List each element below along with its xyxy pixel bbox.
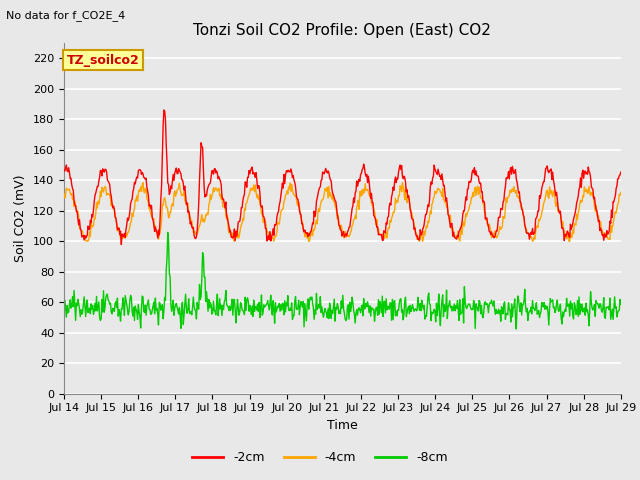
Line: -2cm: -2cm [64,110,621,244]
-2cm [428,181,436,187]
-2cm [617,169,625,175]
-8cm [185,296,193,302]
-2cm [118,241,125,247]
-2cm [70,198,78,204]
-4cm [185,213,193,219]
-8cm [214,313,222,319]
-4cm [412,229,419,235]
-4cm [128,210,136,216]
-4cm [399,180,406,185]
Text: No data for f_CO2E_4: No data for f_CO2E_4 [6,10,125,21]
-2cm [128,196,136,202]
Line: -4cm: -4cm [64,182,621,241]
-8cm [411,306,419,312]
-4cm [83,239,90,244]
-8cm [428,318,435,324]
-8cm [513,326,520,332]
-4cm [60,191,68,197]
Title: Tonzi Soil CO2 Profile: Open (East) CO2: Tonzi Soil CO2 Profile: Open (East) CO2 [193,23,492,38]
-4cm [617,190,625,195]
-4cm [428,202,436,207]
-8cm [127,295,135,300]
-2cm [160,107,168,113]
-8cm [164,229,172,235]
-8cm [70,288,78,293]
Legend: -2cm, -4cm, -8cm: -2cm, -4cm, -8cm [187,446,453,469]
Line: -8cm: -8cm [64,232,621,329]
-2cm [186,211,193,217]
-8cm [60,301,68,307]
-2cm [60,168,68,173]
-8cm [617,301,625,307]
-4cm [70,204,78,209]
-2cm [412,230,419,236]
-2cm [215,174,223,180]
X-axis label: Time: Time [327,419,358,432]
Text: TZ_soilco2: TZ_soilco2 [67,54,140,67]
-4cm [214,187,222,192]
Y-axis label: Soil CO2 (mV): Soil CO2 (mV) [15,175,28,262]
